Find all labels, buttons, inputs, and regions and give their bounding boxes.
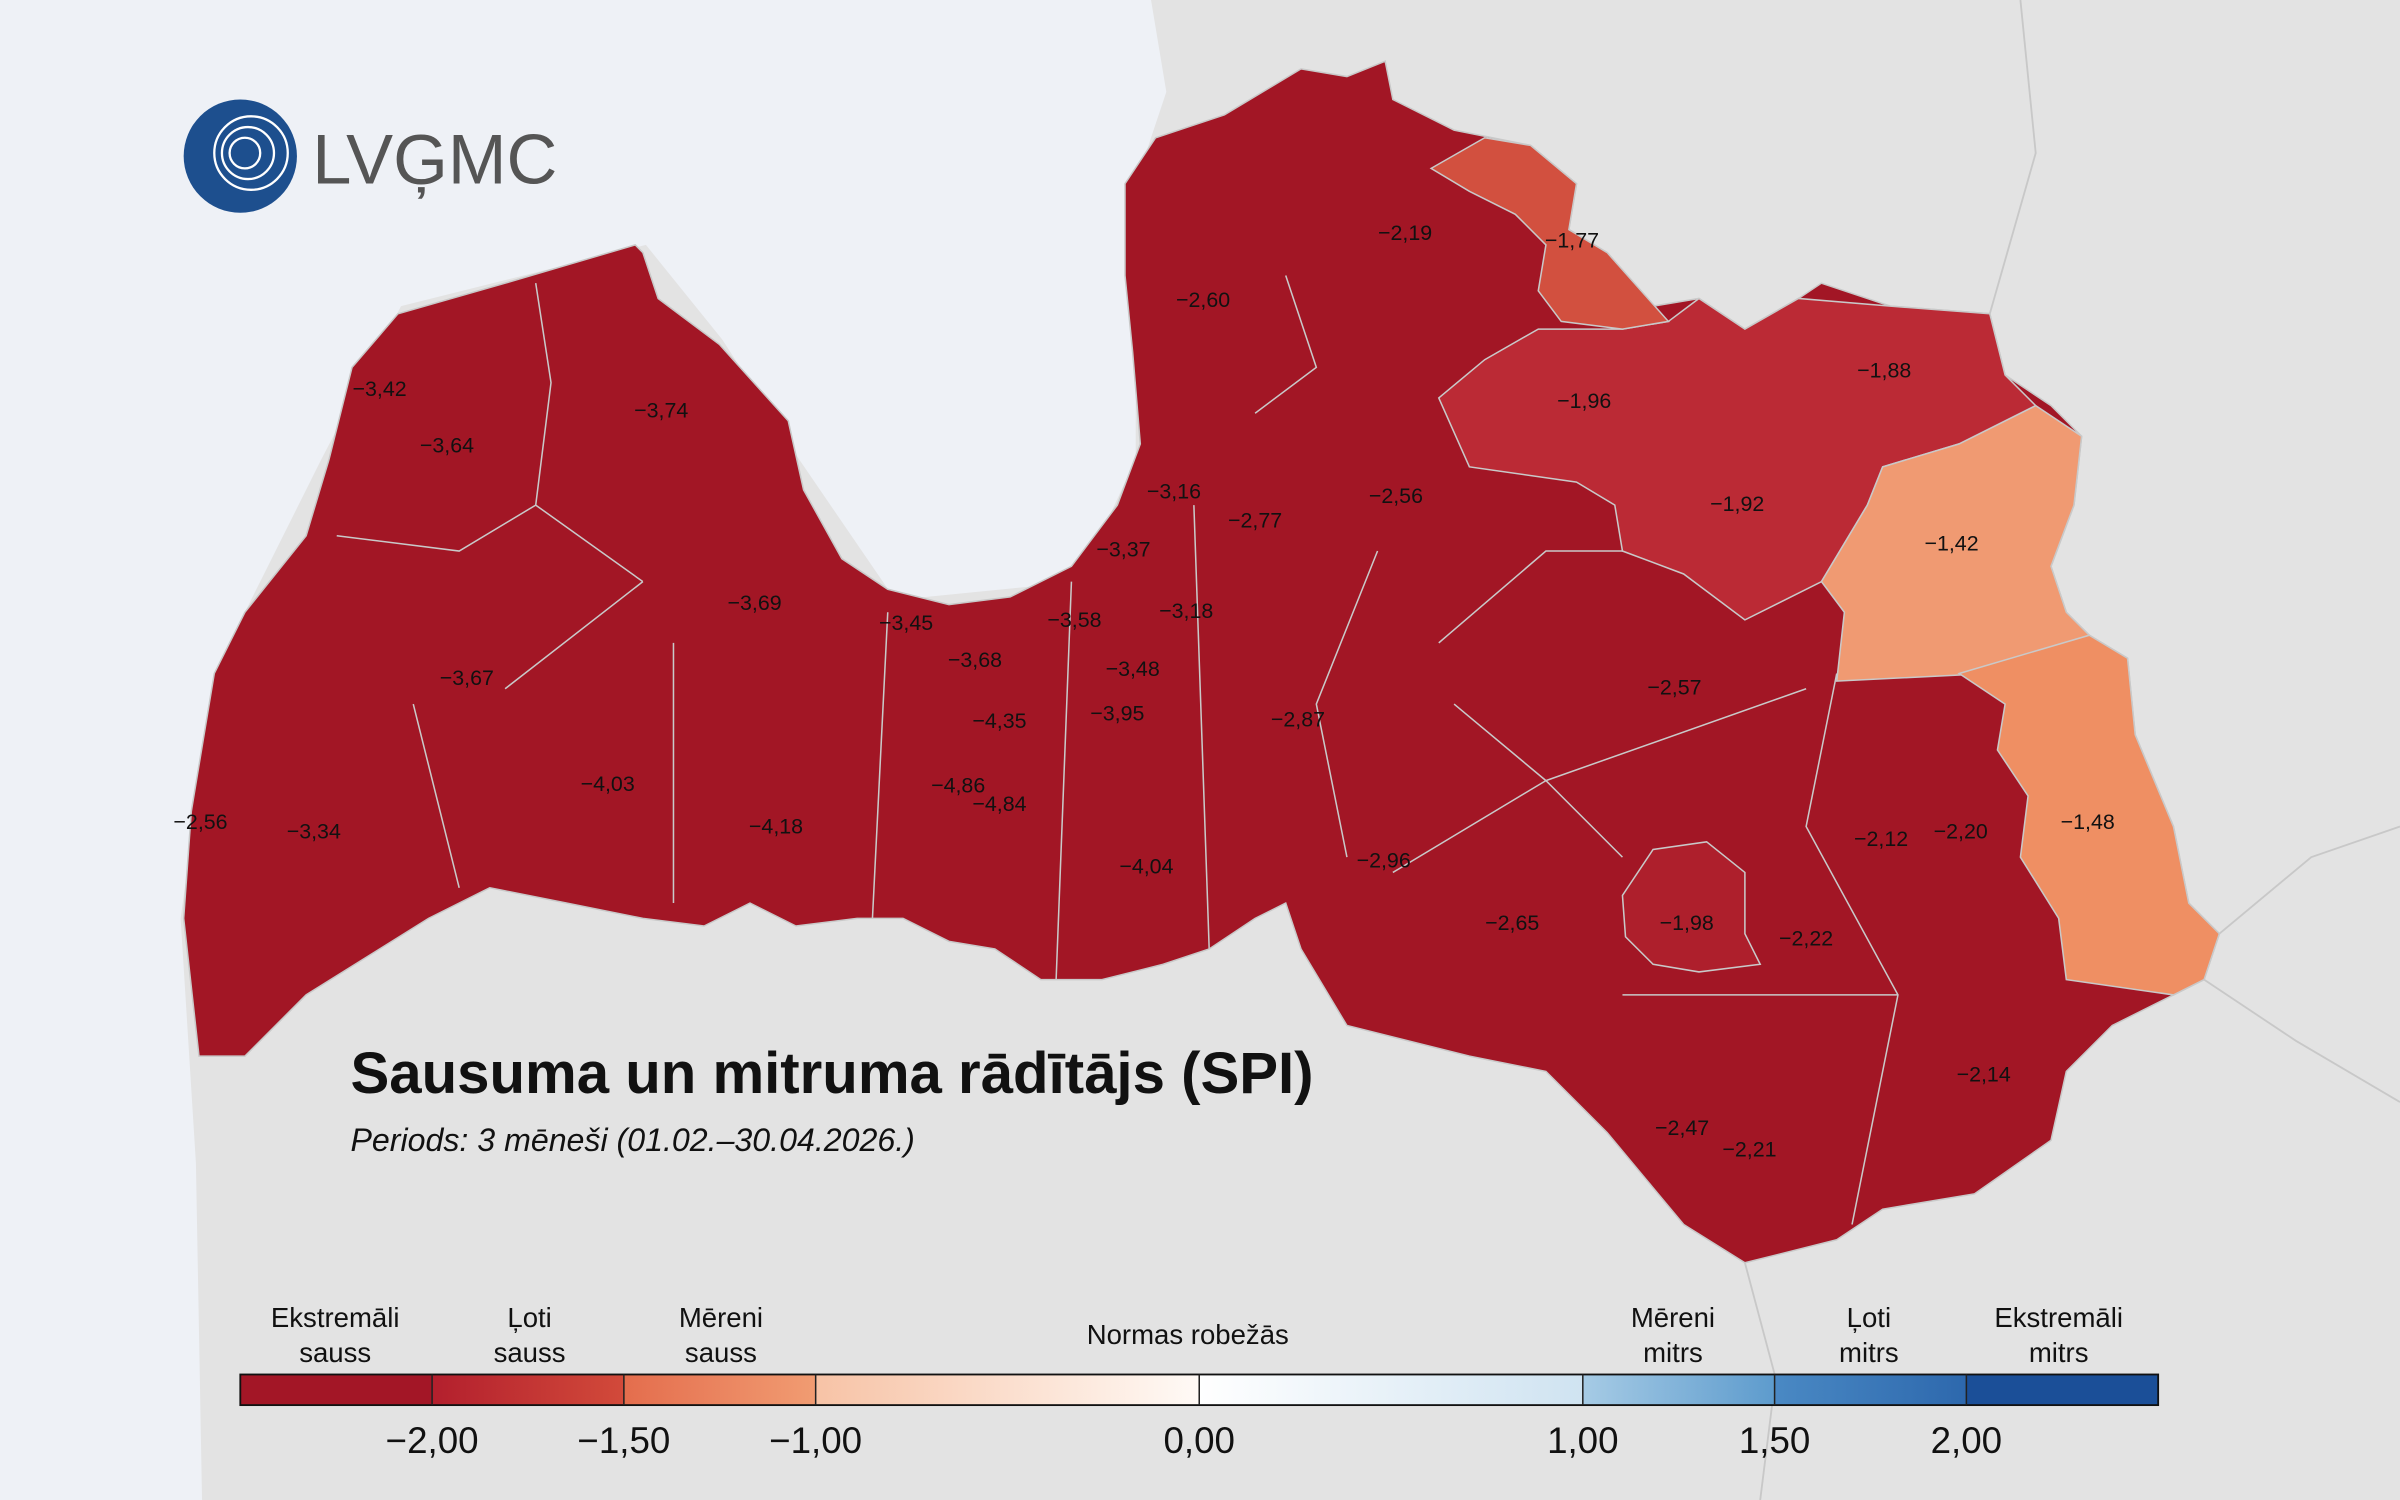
region: [1957, 634, 2221, 996]
region-value: −2,21: [1722, 1138, 1776, 1162]
region-labels: −2,19 −1,77 −2,60 −3,42 −3,74 −1,96 −1,8…: [173, 221, 2114, 1162]
region-value: −3,45: [879, 611, 933, 635]
region-value: −2,77: [1228, 509, 1282, 533]
legend-category: Mēreni sauss: [679, 1302, 763, 1368]
colorbar-segment: [1966, 1374, 2159, 1406]
legend-category: Ļoti mitrs: [1839, 1302, 1899, 1368]
region-value: −1,98: [1660, 911, 1714, 935]
region-value: −1,92: [1710, 492, 1764, 516]
region-value: −2,14: [1957, 1063, 2011, 1087]
region-value: −2,19: [1378, 221, 1432, 245]
region-value: −4,04: [1119, 855, 1173, 879]
region-value: −3,42: [353, 377, 407, 401]
region-value: −3,48: [1106, 657, 1160, 681]
region-value: −2,56: [1369, 484, 1423, 508]
colorbar-segment: [432, 1374, 624, 1406]
region-border: [336, 275, 1899, 1225]
region-value: −2,47: [1655, 1116, 1709, 1140]
region-value: −2,87: [1271, 708, 1325, 732]
region: [1429, 136, 1670, 330]
region-value: −3,18: [1159, 599, 1213, 623]
logo-text: LVĢMC: [312, 120, 557, 199]
colorbar-tick-label: −2,00: [386, 1420, 479, 1461]
region-value: −4,18: [749, 815, 803, 839]
region-value: −3,34: [287, 819, 341, 843]
legend-categories: Ekstremāli sauss Ļoti sauss Mēreni sauss No…: [271, 1302, 2123, 1368]
regions: [336, 136, 2221, 1225]
region-value: −3,95: [1090, 701, 1144, 725]
region-value: −2,96: [1357, 848, 1411, 872]
border-line: [2203, 978, 2400, 1103]
colorbar-tick-label: −1,50: [577, 1420, 670, 1461]
region-value: −3,68: [948, 648, 1002, 672]
region-value: −1,88: [1857, 359, 1911, 383]
region-value: −3,64: [420, 434, 474, 458]
region-value: −3,69: [728, 591, 782, 615]
subtitle: Periods: 3 mēneši (01.02.–30.04.2026.): [351, 1122, 915, 1158]
region-value: −3,74: [634, 398, 688, 422]
region-value: −2,60: [1176, 288, 1230, 312]
region-value: −4,03: [581, 772, 635, 796]
legend-category: Mēreni mitrs: [1631, 1302, 1715, 1368]
region: [1621, 841, 1762, 973]
region-value: −3,16: [1147, 480, 1201, 504]
colorbar-tick-label: 1,00: [1547, 1420, 1618, 1461]
title: Sausuma un mitruma rādītājs (SPI): [351, 1041, 1314, 1106]
region-value: −2,20: [1934, 819, 1988, 843]
region-value: −2,57: [1647, 675, 1701, 699]
colorbar-tick-label: 2,00: [1931, 1420, 2002, 1461]
region-value: −1,77: [1545, 228, 1599, 252]
sea: [0, 0, 1167, 1500]
region-value: −1,96: [1557, 389, 1611, 413]
colorbar-segment: [240, 1374, 433, 1406]
legend-category: Normas robežās: [1087, 1319, 1289, 1350]
colorbar-segment: [1774, 1374, 1967, 1406]
colorbar-tick-label: −1,00: [769, 1420, 862, 1461]
region: [1820, 404, 2091, 682]
colorbar-segment: [1199, 1374, 1583, 1406]
region-value: −2,65: [1485, 911, 1539, 935]
region-value: −2,56: [173, 810, 227, 834]
region-value: −2,12: [1854, 827, 1908, 851]
colorbar-segment: [623, 1374, 816, 1406]
region-value: −4,84: [972, 792, 1026, 816]
borders: [1744, 0, 2400, 1500]
legend-category: Ekstremāli sauss: [271, 1302, 400, 1368]
region-value: −4,35: [972, 709, 1026, 733]
colorbar: −2,00 −1,50 −1,00 0,00 1,00 1,50 2,00: [239, 1373, 2160, 1461]
logo-rings: [213, 115, 289, 191]
colorbar-segment: [1582, 1374, 1775, 1406]
region-value: −1,42: [1924, 532, 1978, 556]
legend-category: Ļoti sauss: [494, 1302, 566, 1368]
region-value: −3,37: [1096, 538, 1150, 562]
logo-mark: [183, 99, 297, 213]
border-line: [1988, 0, 2037, 315]
colorbar-segment: [815, 1374, 1200, 1406]
region-value: −2,22: [1779, 926, 1833, 950]
legend-category: Ekstremāli mitrs: [1994, 1302, 2123, 1368]
region-value: −3,58: [1047, 608, 1101, 632]
logo: LVĢMC: [183, 99, 557, 213]
colorbar-tick-label: 0,00: [1164, 1420, 1235, 1461]
region-value: −4,86: [931, 773, 985, 797]
region-value: −1,48: [2061, 810, 2115, 834]
border-line: [2218, 825, 2400, 935]
colorbar-tick-label: 1,50: [1739, 1420, 1810, 1461]
region-value: −3,67: [440, 666, 494, 690]
